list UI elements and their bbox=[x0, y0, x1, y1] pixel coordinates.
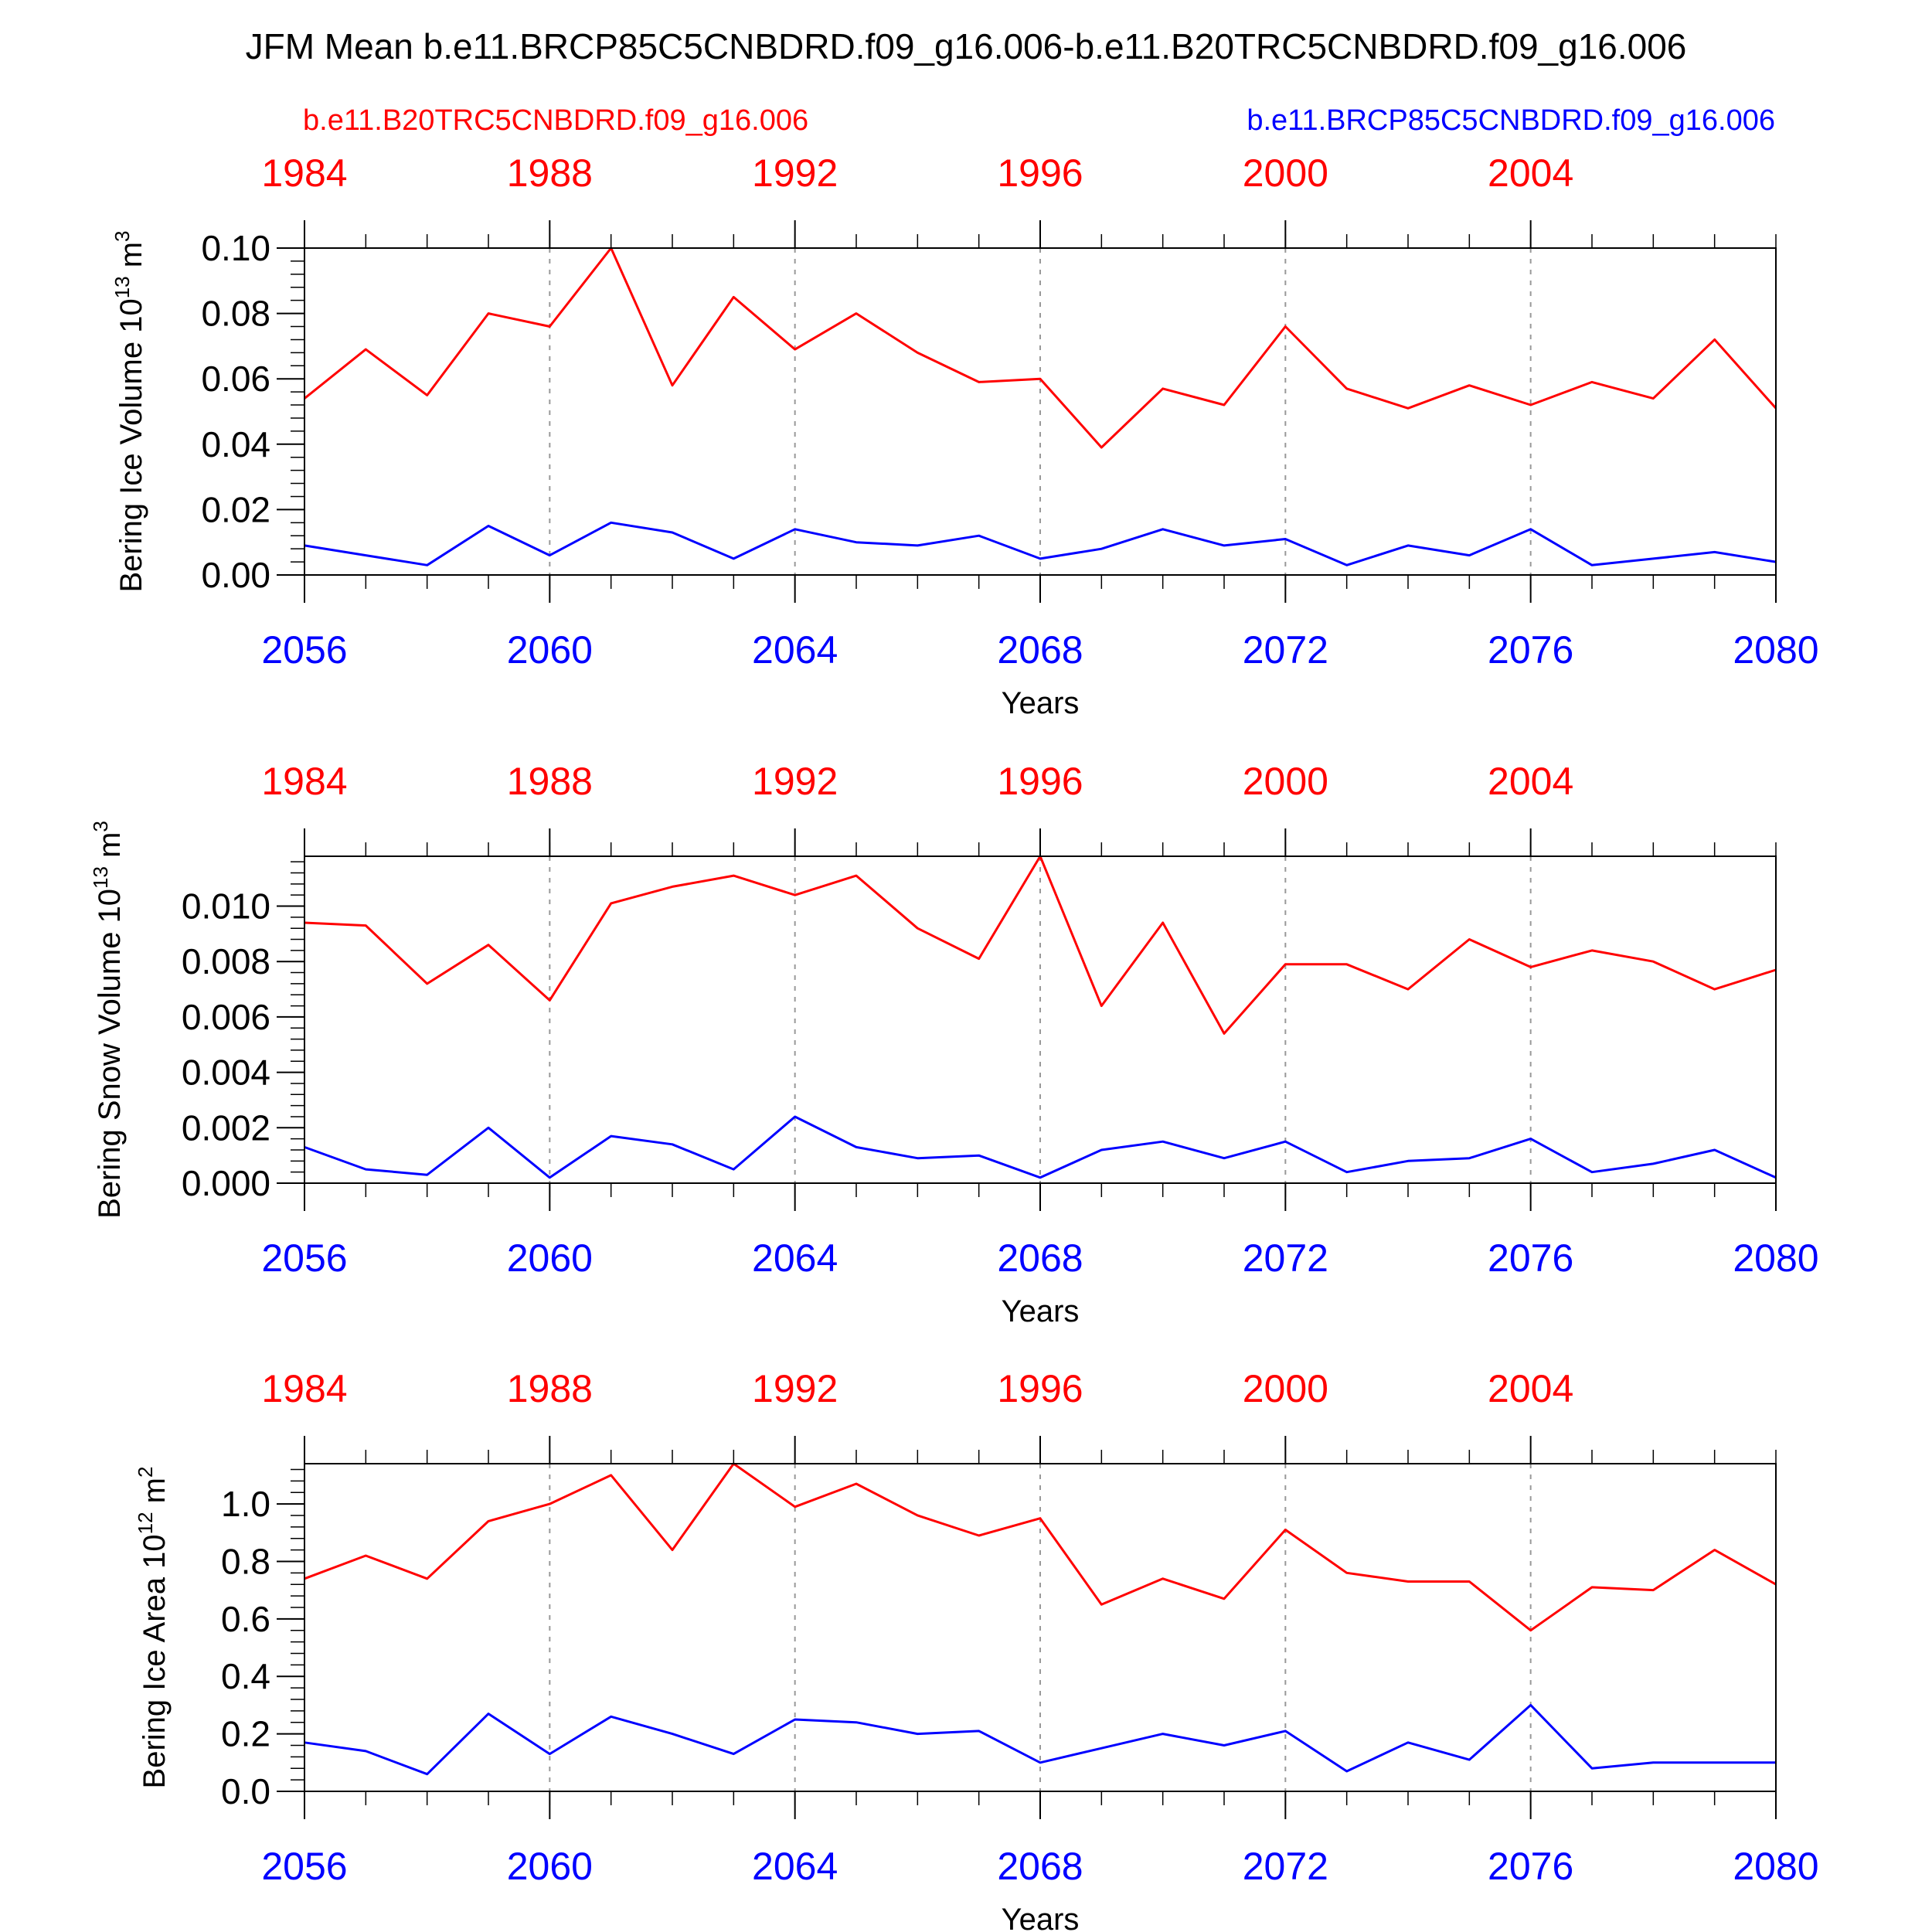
y-tick-label: 0.0 bbox=[221, 1771, 270, 1811]
x-tick-label-top: 1988 bbox=[507, 151, 593, 195]
y-tick-label: 0.8 bbox=[221, 1541, 270, 1581]
x-axis-title: Years bbox=[1002, 686, 1080, 720]
y-tick-label: 0.006 bbox=[182, 997, 270, 1037]
x-tick-label-bottom: 2068 bbox=[997, 628, 1083, 672]
y-tick-label: 0.002 bbox=[182, 1107, 270, 1148]
x-tick-label-bottom: 2056 bbox=[261, 1236, 347, 1280]
x-tick-label-top: 1984 bbox=[261, 760, 347, 803]
y-tick-label: 0.06 bbox=[201, 359, 270, 399]
x-tick-label-top: 2004 bbox=[1488, 760, 1573, 803]
x-tick-label-top: 2000 bbox=[1243, 760, 1328, 803]
y-tick-label: 0.2 bbox=[221, 1714, 270, 1754]
x-tick-label-bottom: 2068 bbox=[997, 1845, 1083, 1888]
y-tick-label: 0.10 bbox=[201, 228, 270, 268]
y-axis-title-unit: m bbox=[93, 832, 127, 866]
x-tick-label-top: 1984 bbox=[261, 1367, 347, 1410]
x-tick-label-bottom: 2072 bbox=[1243, 1845, 1328, 1888]
y-axis-title-unit: m bbox=[138, 1478, 172, 1512]
y-tick-label: 1.0 bbox=[221, 1484, 270, 1524]
y-tick-label: 0.08 bbox=[201, 294, 270, 334]
y-axis-title-exponent: 12 bbox=[134, 1512, 157, 1534]
x-tick-label-bottom: 2076 bbox=[1488, 628, 1573, 672]
y-axis-title-unit: m bbox=[114, 242, 148, 276]
y-tick-label: 0.02 bbox=[201, 489, 270, 529]
x-tick-label-bottom: 2060 bbox=[507, 1845, 593, 1888]
x-tick-label-top: 1984 bbox=[261, 151, 347, 195]
figure-title: JFM Mean b.e11.BRCP85C5CNBDRD.f09_g16.00… bbox=[246, 26, 1687, 66]
x-tick-label-bottom: 2064 bbox=[752, 1845, 838, 1888]
y-tick-label: 0.004 bbox=[182, 1053, 270, 1093]
x-tick-label-bottom: 2060 bbox=[507, 628, 593, 672]
x-tick-label-bottom: 2064 bbox=[752, 628, 838, 672]
x-tick-label-bottom: 2076 bbox=[1488, 1845, 1573, 1888]
x-tick-label-bottom: 2080 bbox=[1733, 1845, 1818, 1888]
y-tick-label: 0.008 bbox=[182, 941, 270, 981]
y-axis-title-text: Bering Ice Area 10 bbox=[138, 1534, 172, 1788]
y-tick-label: 0.04 bbox=[201, 424, 270, 464]
x-tick-label-bottom: 2060 bbox=[507, 1236, 593, 1280]
y-axis-title-exponent: 13 bbox=[89, 866, 112, 889]
y-axis-title: Bering Ice Volume 1013 m3 bbox=[111, 230, 148, 592]
x-tick-label-bottom: 2072 bbox=[1243, 1236, 1328, 1280]
x-tick-label-top: 2000 bbox=[1243, 1367, 1328, 1410]
y-axis-title-text: Bering Ice Volume 10 bbox=[114, 298, 148, 592]
x-tick-label-bottom: 2068 bbox=[997, 1236, 1083, 1280]
x-tick-label-top: 1988 bbox=[507, 760, 593, 803]
y-axis-title-unit-exponent: 3 bbox=[111, 230, 134, 241]
y-axis-title-text: Bering Snow Volume 10 bbox=[93, 889, 127, 1219]
y-axis-title: Bering Ice Area 1012 m2 bbox=[134, 1467, 172, 1789]
series-line-rcp bbox=[304, 1115, 1777, 1179]
y-tick-label: 0.010 bbox=[182, 886, 270, 927]
x-tick-label-top: 1996 bbox=[997, 760, 1083, 803]
x-tick-label-top: 1996 bbox=[997, 1367, 1083, 1410]
y-axis-title-exponent: 13 bbox=[111, 276, 134, 298]
x-tick-label-bottom: 2080 bbox=[1733, 1236, 1818, 1280]
x-tick-label-bottom: 2076 bbox=[1488, 1236, 1573, 1280]
x-tick-label-bottom: 2064 bbox=[752, 1236, 838, 1280]
series-line-hist bbox=[304, 247, 1777, 449]
x-axis-title: Years bbox=[1002, 1903, 1080, 1932]
x-tick-label-bottom: 2080 bbox=[1733, 628, 1818, 672]
x-tick-label-bottom: 2056 bbox=[261, 628, 347, 672]
x-tick-label-top: 1988 bbox=[507, 1367, 593, 1410]
x-tick-label-top: 1996 bbox=[997, 151, 1083, 195]
x-tick-label-top: 1992 bbox=[752, 1367, 838, 1410]
series-line-hist bbox=[304, 1462, 1777, 1632]
y-axis-title-unit-exponent: 2 bbox=[134, 1467, 157, 1478]
x-axis-title: Years bbox=[1002, 1294, 1080, 1328]
x-tick-label-top: 2004 bbox=[1488, 1367, 1573, 1410]
y-axis-title: Bering Snow Volume 1013 m3 bbox=[89, 821, 127, 1219]
y-axis-title-unit-exponent: 3 bbox=[89, 821, 112, 832]
panel-3: 0.0 0.2 0.4 0.6 0.8 1.0 2056 2060 2064 2068 2072 20… bbox=[134, 1367, 1819, 1932]
x-tick-label-top: 2004 bbox=[1488, 151, 1573, 195]
x-tick-label-top: 1992 bbox=[752, 760, 838, 803]
x-tick-label-top: 1992 bbox=[752, 151, 838, 195]
y-tick-label: 0.00 bbox=[201, 555, 270, 595]
panel-1: 0.00 0.02 0.04 0.06 0.08 0.10 2056 2060 2064 2068… bbox=[111, 151, 1819, 720]
x-tick-label-bottom: 2072 bbox=[1243, 628, 1328, 672]
x-tick-label-top: 2000 bbox=[1243, 151, 1328, 195]
x-tick-label-bottom: 2056 bbox=[261, 1845, 347, 1888]
legend-hist-label: b.e11.B20TRC5CNBDRD.f09_g16.006 bbox=[303, 104, 808, 137]
y-tick-label: 0.4 bbox=[221, 1656, 270, 1696]
y-tick-label: 0.000 bbox=[182, 1163, 270, 1203]
y-tick-label: 0.6 bbox=[221, 1599, 270, 1639]
series-line-rcp bbox=[304, 1703, 1776, 1776]
legend-rcp-label: b.e11.BRCP85C5CNBDRD.f09_g16.006 bbox=[1247, 104, 1775, 137]
panel-2: 0.000 0.002 0.004 0.006 0.008 0.010 2056 2060 20… bbox=[89, 760, 1819, 1328]
series-line-rcp bbox=[304, 521, 1777, 566]
